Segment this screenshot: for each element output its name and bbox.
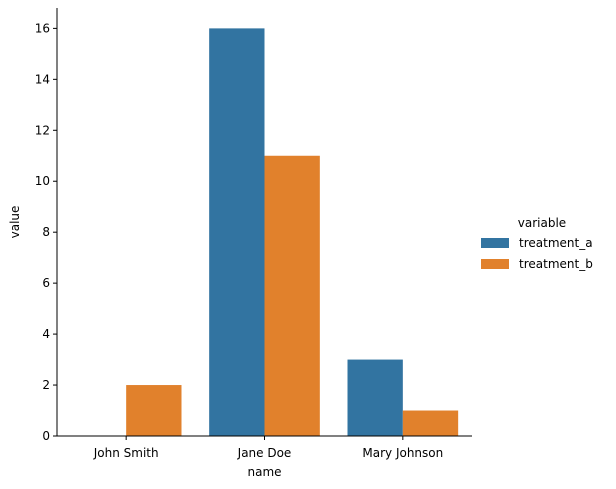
y-tick-label-2: 4 — [42, 327, 50, 341]
y-tick-label-7: 14 — [35, 72, 50, 86]
x-axis-ticks: John Smith Jane Doe Mary Johnson — [93, 436, 443, 460]
bar-treatment_b-1 — [264, 155, 320, 436]
y-tick-label-0: 0 — [42, 429, 50, 443]
y-axis-ticks: 0 2 4 6 8 10 12 14 16 — [35, 21, 57, 443]
y-tick-label-6: 12 — [35, 123, 50, 137]
y-axis-label: value — [8, 206, 22, 239]
legend-title: variable — [518, 216, 566, 230]
bar-treatment_a-1 — [209, 28, 265, 437]
y-tick-label-1: 2 — [42, 378, 50, 392]
legend-items: treatment_a treatment_b — [481, 236, 593, 271]
bar-marks — [126, 28, 459, 437]
legend: variable treatment_a treatment_b — [481, 216, 593, 271]
legend-label-treatment_a: treatment_a — [519, 236, 593, 250]
y-tick-label-4: 8 — [42, 225, 50, 239]
bar-treatment_b-0 — [126, 385, 182, 436]
legend-swatch-treatment_b — [481, 259, 509, 269]
y-tick-label-8: 16 — [35, 21, 50, 35]
x-tick-label-2: Mary Johnson — [362, 446, 443, 460]
y-tick-label-3: 6 — [42, 276, 50, 290]
x-tick-label-1: Jane Doe — [237, 446, 292, 460]
y-tick-label-5: 10 — [35, 174, 50, 188]
x-axis-label: name — [247, 465, 281, 479]
x-tick-label-0: John Smith — [93, 446, 159, 460]
legend-swatch-treatment_a — [481, 238, 509, 248]
legend-label-treatment_b: treatment_b — [519, 257, 593, 271]
bar-treatment_b-2 — [402, 410, 459, 436]
bar-treatment_a-2 — [347, 359, 403, 436]
